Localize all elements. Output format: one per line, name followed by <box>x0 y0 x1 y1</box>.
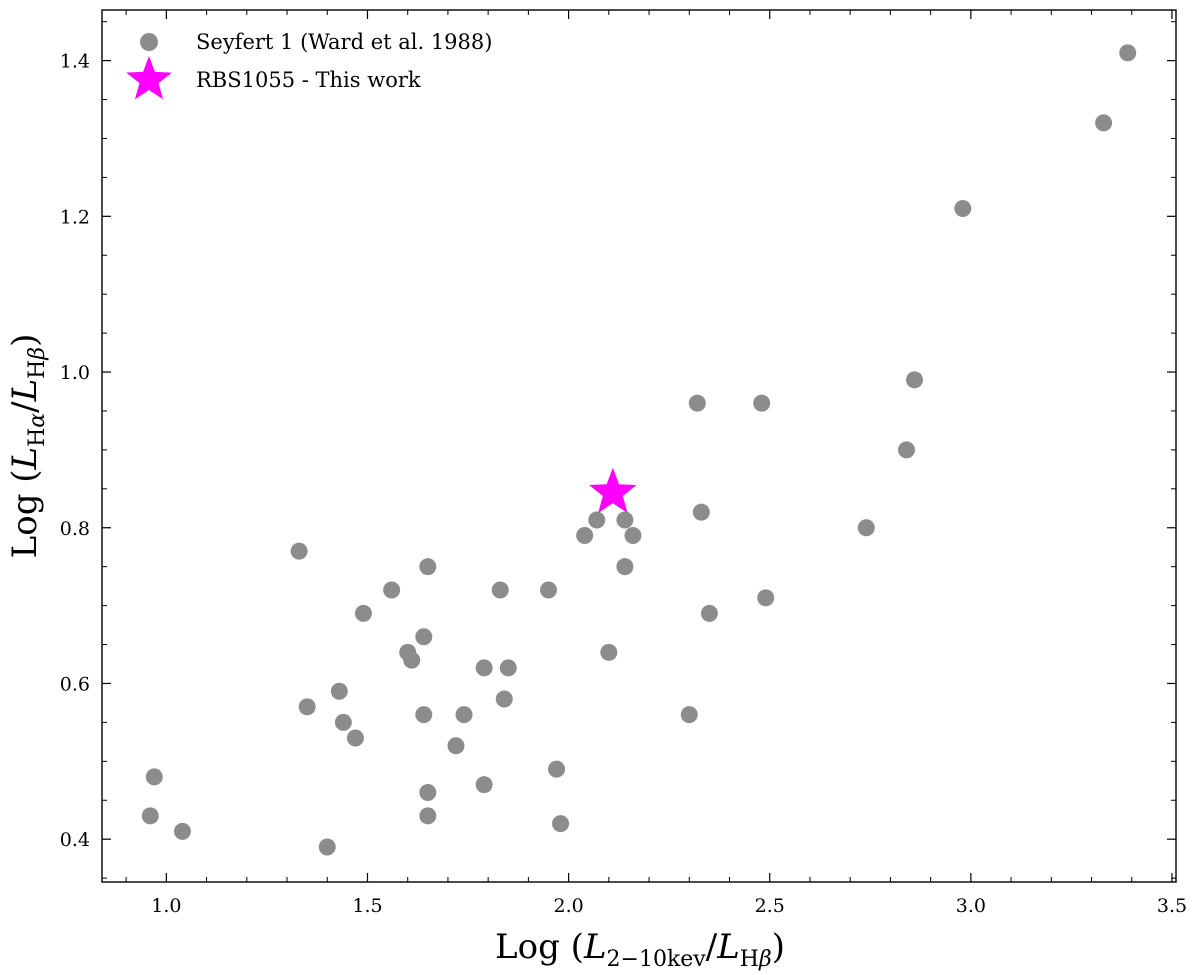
seyfert1-point <box>318 838 336 856</box>
seyfert1-point <box>383 581 401 599</box>
seyfert1-point <box>455 706 473 724</box>
x-axis-title: Log (L2−10kev/LHβ) <box>495 927 785 972</box>
legend: Seyfert 1 (Ward et al. 1988) RBS1055 - Th… <box>126 30 492 100</box>
seyfert1-point <box>616 558 634 576</box>
seyfert1-point <box>757 589 775 607</box>
seyfert1-point <box>419 558 437 576</box>
seyfert1-point <box>552 815 570 833</box>
seyfert1-point <box>290 542 308 560</box>
seyfert1-point <box>419 807 437 825</box>
seyfert1-point <box>173 822 191 840</box>
x-tick-label: 3.0 <box>956 895 986 917</box>
seyfert1-point <box>700 604 718 622</box>
seyfert1-point <box>753 394 771 412</box>
seyfert1-point <box>548 760 566 778</box>
seyfert1-point <box>330 682 348 700</box>
seyfert1-point <box>145 768 163 786</box>
legend-rbs1055-label: RBS1055 - This work <box>196 68 421 92</box>
seyfert1-point <box>334 713 352 731</box>
seyfert1-point <box>906 371 924 389</box>
legend-rbs1055-marker <box>126 56 172 100</box>
x-tick-label: 3.5 <box>1157 895 1187 917</box>
x-tick-label: 2.5 <box>755 895 785 917</box>
x-tick-label: 1.5 <box>352 895 382 917</box>
seyfert1-point <box>403 651 421 669</box>
seyfert1-point <box>141 807 159 825</box>
seyfert1-point <box>616 511 634 529</box>
y-tick-label: 0.6 <box>60 673 90 695</box>
x-tick-label: 2.0 <box>553 895 583 917</box>
seyfert1-point <box>692 503 710 521</box>
seyfert1-point <box>447 737 465 755</box>
seyfert1-point <box>475 659 493 677</box>
seyfert1-point <box>419 783 437 801</box>
seyfert1-point <box>354 604 372 622</box>
seyfert1-point <box>954 200 972 218</box>
seyfert1-point <box>680 706 698 724</box>
y-tick-label: 0.4 <box>60 829 90 851</box>
seyfert1-point <box>576 527 594 545</box>
seyfert1-point <box>1119 44 1137 62</box>
seyfert1-point <box>475 776 493 794</box>
seyfert1-point <box>1095 114 1113 132</box>
plot-frame <box>101 9 1177 883</box>
seyfert1-point <box>688 394 706 412</box>
legend-seyfert1-marker <box>140 33 158 51</box>
seyfert1-point <box>491 581 509 599</box>
seyfert1-point <box>539 581 557 599</box>
y-tick-label: 1.0 <box>60 362 90 384</box>
seyfert1-point <box>624 527 642 545</box>
y-tick-label: 0.8 <box>60 518 90 540</box>
y-tick-label: 1.4 <box>60 51 90 73</box>
seyfert1-point <box>857 519 875 537</box>
seyfert1-point <box>346 729 364 747</box>
seyfert1-point <box>415 706 433 724</box>
seyfert1-point <box>495 690 513 708</box>
seyfert1-point <box>499 659 517 677</box>
seyfert1-point <box>600 643 618 661</box>
data-points <box>141 44 1137 856</box>
y-tick-label: 1.2 <box>60 206 90 228</box>
axis-ticks: 1.0 1.5 2.0 2.5 3.0 3.5 0.4 0.6 0.8 1.0 1.2 1.4 <box>60 10 1187 917</box>
seyfert1-point <box>588 511 606 529</box>
seyfert1-point <box>415 628 433 646</box>
rbs1055-star-point <box>589 467 637 513</box>
x-tick-label: 1.0 <box>151 895 181 917</box>
seyfert1-point <box>897 441 915 459</box>
seyfert1-point <box>298 698 316 716</box>
legend-seyfert1-label: Seyfert 1 (Ward et al. 1988) <box>196 30 492 54</box>
